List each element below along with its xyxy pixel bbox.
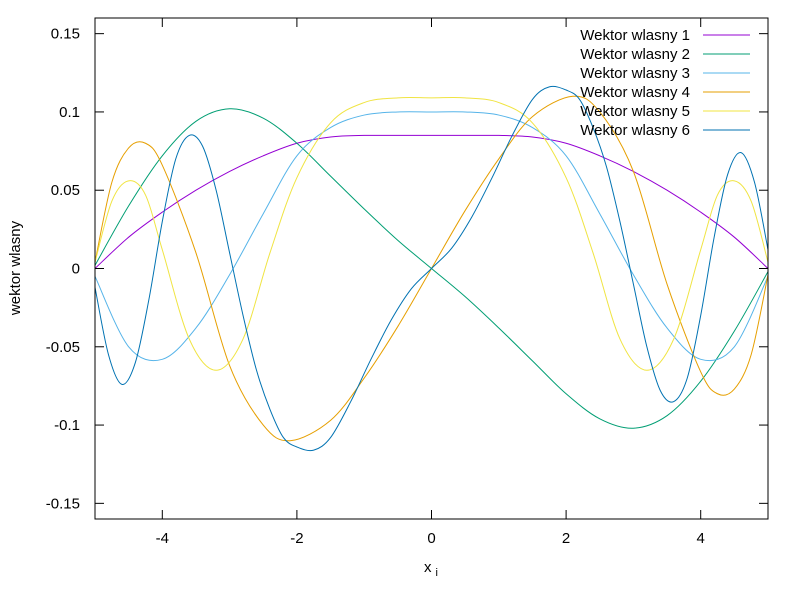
series-line-6 <box>95 85 768 452</box>
x-axis-title-subscript: i <box>436 567 438 579</box>
legend-label-1: Wektor wlasny 1 <box>580 27 690 44</box>
series-line-3 <box>95 111 768 362</box>
series-layer <box>95 85 768 452</box>
x-tick-label: 0 <box>427 530 435 547</box>
legend-label-2: Wektor wlasny 2 <box>580 46 690 63</box>
y-tick-label: 0.1 <box>59 104 80 121</box>
legend-label-5: Wektor wlasny 5 <box>580 103 690 120</box>
series-line-1 <box>95 134 768 269</box>
legend-label-6: Wektor wlasny 6 <box>580 122 690 139</box>
legend-label-4: Wektor wlasny 4 <box>580 84 690 101</box>
y-tick-label: -0.1 <box>54 417 80 434</box>
series-line-5 <box>95 97 768 371</box>
x-tick-label: 4 <box>697 530 705 547</box>
ticks-layer <box>95 18 768 519</box>
y-tick-label: 0.15 <box>51 26 80 43</box>
y-tick-label: -0.15 <box>46 495 80 512</box>
y-axis-title: wektor wlasny <box>7 220 24 316</box>
y-tick-label: 0 <box>72 261 80 278</box>
x-tick-label: -2 <box>290 530 303 547</box>
legend-label-3: Wektor wlasny 3 <box>580 65 690 82</box>
x-axis-title-main: x <box>424 559 432 576</box>
tick-labels-layer: -4 -2 0 2 4 -0.15 -0.1 -0.05 0 0.05 0.1 0.15 <box>46 26 705 547</box>
legend: Wektor wlasny 1 Wektor wlasny 2 Wektor wla… <box>580 27 750 139</box>
y-tick-label: -0.05 <box>46 339 80 356</box>
x-tick-label: 2 <box>562 530 570 547</box>
x-tick-label: -4 <box>156 530 169 547</box>
y-tick-label: 0.05 <box>51 182 80 199</box>
